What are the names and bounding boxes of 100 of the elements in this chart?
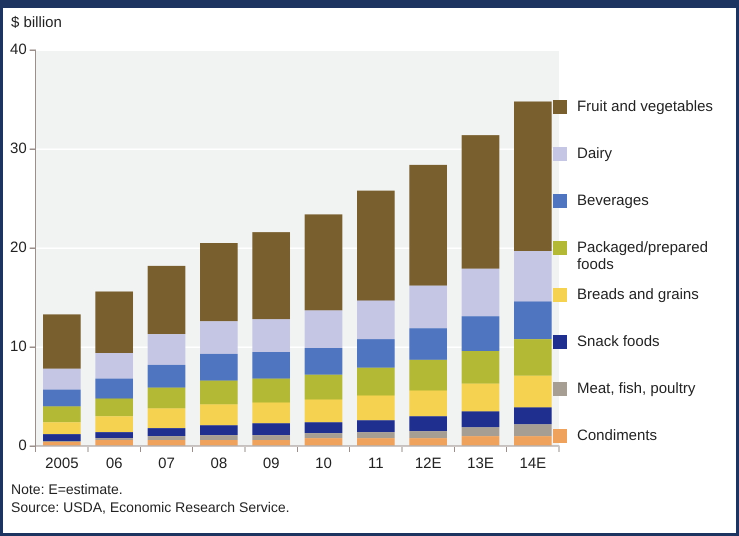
x-tick-label: 07 <box>158 455 175 472</box>
bar <box>43 442 81 446</box>
bar <box>252 319 290 352</box>
x-tick-label: 11 <box>368 455 384 472</box>
bar <box>462 350 500 384</box>
bar <box>252 435 290 440</box>
bar <box>43 434 81 442</box>
bar <box>409 328 448 360</box>
bar <box>252 423 290 436</box>
x-tick-label: 2005 <box>45 455 79 472</box>
bar <box>409 431 448 438</box>
bar <box>409 360 448 391</box>
bar <box>148 428 186 436</box>
bar <box>148 388 186 408</box>
legend-label: Meat, fish, poultry <box>577 380 696 397</box>
legend-label: Beverages <box>577 192 649 209</box>
bar <box>514 301 552 340</box>
bar <box>409 164 448 286</box>
bar <box>95 292 134 353</box>
bar <box>200 404 238 426</box>
bar <box>514 407 552 424</box>
x-tick-label: 13E <box>467 455 494 472</box>
bar <box>148 364 186 388</box>
bar <box>514 376 552 408</box>
bar <box>200 321 238 354</box>
bar <box>95 378 134 398</box>
x-tick-label: 08 <box>210 455 228 472</box>
bar <box>304 399 342 422</box>
bar <box>252 378 290 402</box>
bar <box>409 286 448 328</box>
bar <box>514 424 552 436</box>
bar <box>200 440 238 446</box>
bar <box>43 390 81 406</box>
bar <box>304 438 342 446</box>
bar <box>43 368 81 390</box>
bar <box>409 438 448 446</box>
bar <box>252 232 290 320</box>
legend-label: Packaged/prepared foods <box>577 239 709 273</box>
bar <box>304 433 342 438</box>
bar <box>357 300 395 340</box>
bar <box>357 368 395 396</box>
y-tick-label: 30 <box>10 140 27 158</box>
bar <box>95 352 134 379</box>
bar <box>462 427 500 436</box>
bar <box>95 398 134 416</box>
bar <box>462 436 500 446</box>
bar <box>462 384 500 412</box>
bar <box>304 374 342 400</box>
bar <box>462 135 500 269</box>
bar <box>357 438 395 446</box>
legend-label: Fruit and vegetables <box>577 98 713 115</box>
bar <box>148 408 186 428</box>
bar <box>304 422 342 434</box>
x-tick-label: 14E <box>519 455 546 472</box>
bar <box>43 406 81 422</box>
bar <box>200 243 238 322</box>
bar <box>252 402 290 424</box>
bar <box>148 334 186 365</box>
y-tick-label: 10 <box>10 338 27 356</box>
bar <box>357 396 395 420</box>
legend-label: Breads and grains <box>577 286 699 303</box>
bar <box>200 354 238 381</box>
x-tick-label: 12E <box>414 455 442 472</box>
bar <box>304 214 342 310</box>
y-tick-label: 40 <box>10 41 27 58</box>
bar <box>304 310 342 348</box>
bar <box>462 411 500 428</box>
legend-label: Condiments <box>577 427 658 444</box>
bar <box>409 416 448 432</box>
bar <box>357 432 395 438</box>
bar <box>409 390 448 416</box>
bar <box>200 435 238 440</box>
y-axis-title: $ billion <box>11 14 62 31</box>
bar <box>43 422 81 434</box>
bar <box>200 425 238 436</box>
bar <box>148 440 186 446</box>
x-tick-label: 06 <box>106 455 123 472</box>
bar <box>95 440 134 446</box>
bar <box>514 250 552 302</box>
y-tick-label: 0 <box>18 437 27 454</box>
bar <box>95 416 134 432</box>
bar <box>252 440 290 446</box>
bar <box>148 266 186 334</box>
y-tick-label: 20 <box>10 239 27 256</box>
bar <box>462 316 500 351</box>
bar <box>514 339 552 376</box>
bar <box>43 314 81 369</box>
bar <box>357 190 395 300</box>
legend-label: Dairy <box>577 145 612 162</box>
text: Note: E=estimate. <box>11 480 124 498</box>
bar <box>148 436 186 440</box>
bar <box>95 432 134 438</box>
bar <box>252 352 290 379</box>
bar <box>357 339 395 368</box>
x-tick-label: 10 <box>315 455 332 472</box>
x-tick-label: 09 <box>262 455 280 472</box>
legend-label: Snack foods <box>577 333 660 350</box>
bar <box>304 348 342 375</box>
bar <box>357 420 395 432</box>
bar <box>462 268 500 316</box>
